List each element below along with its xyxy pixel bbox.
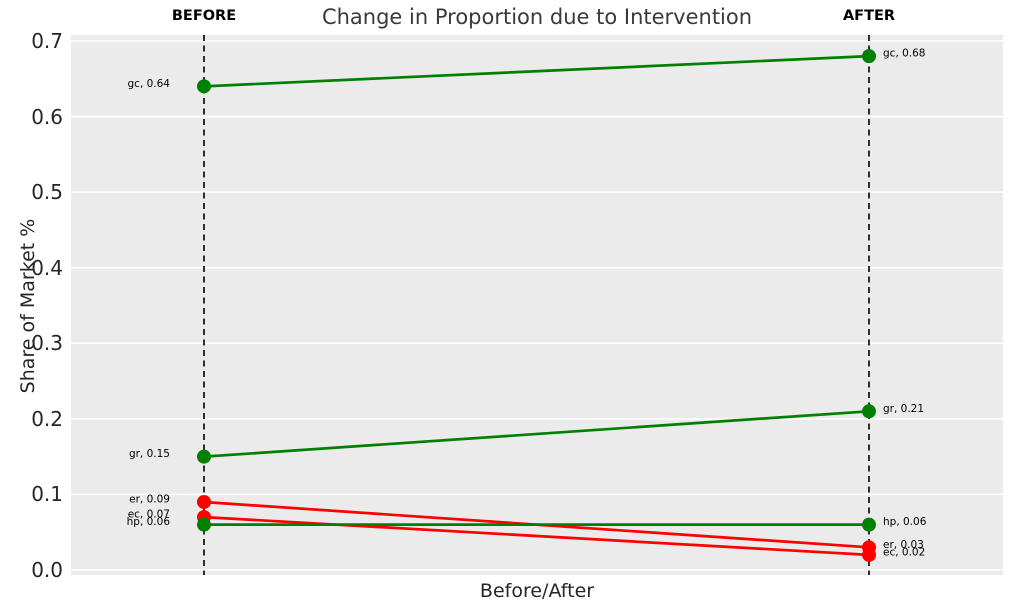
y-tick-0.6: 0.6 [31,104,63,129]
data-point-gr-before [197,449,211,464]
y-tick-0.5: 0.5 [31,180,63,205]
data-point-hp-after [862,517,876,532]
point-label-gr-before: gr, 0.15 [129,448,170,460]
y-tick-0.4: 0.4 [31,255,63,280]
y-tick-0.7: 0.7 [31,29,63,53]
y-tick-0.0: 0.0 [31,558,63,582]
point-label-ec-before: ec, 0.07 [128,509,170,521]
data-point-ec-after [862,547,876,562]
point-label-gc-after: gc, 0.68 [883,48,926,60]
point-label-hp-before: hp, 0.06 [127,516,171,528]
x-axis-label: Before/After [479,580,595,602]
y-tick-0.2: 0.2 [31,406,63,431]
y-axis-label: Share of Market % [17,218,39,394]
data-point-gc-before [197,79,211,94]
point-label-hp-after: hp, 0.06 [883,516,927,528]
point-label-er-after: er, 0.03 [883,539,924,551]
point-label-ec-after: ec, 0.02 [883,546,925,558]
chart-title: Change in Proportion due to Intervention [321,5,753,29]
y-tick-0.1: 0.1 [31,482,63,507]
column-label-after: AFTER [842,8,896,24]
point-label-gr-after: gr, 0.21 [883,403,924,415]
slope-line-gc [202,54,871,88]
slope-line-ec [202,515,871,557]
point-label-er-before: er, 0.09 [129,493,170,505]
point-label-gc-before: gc, 0.64 [128,78,171,90]
data-point-gc-after [862,49,876,64]
data-point-er-before [197,494,211,509]
y-tick-0.3: 0.3 [31,331,63,356]
data-point-hp-before [197,517,211,532]
data-point-gr-after [862,404,876,419]
column-label-before: BEFORE [171,8,237,24]
slope-line-gr [202,409,871,458]
plot-area [71,35,1003,575]
